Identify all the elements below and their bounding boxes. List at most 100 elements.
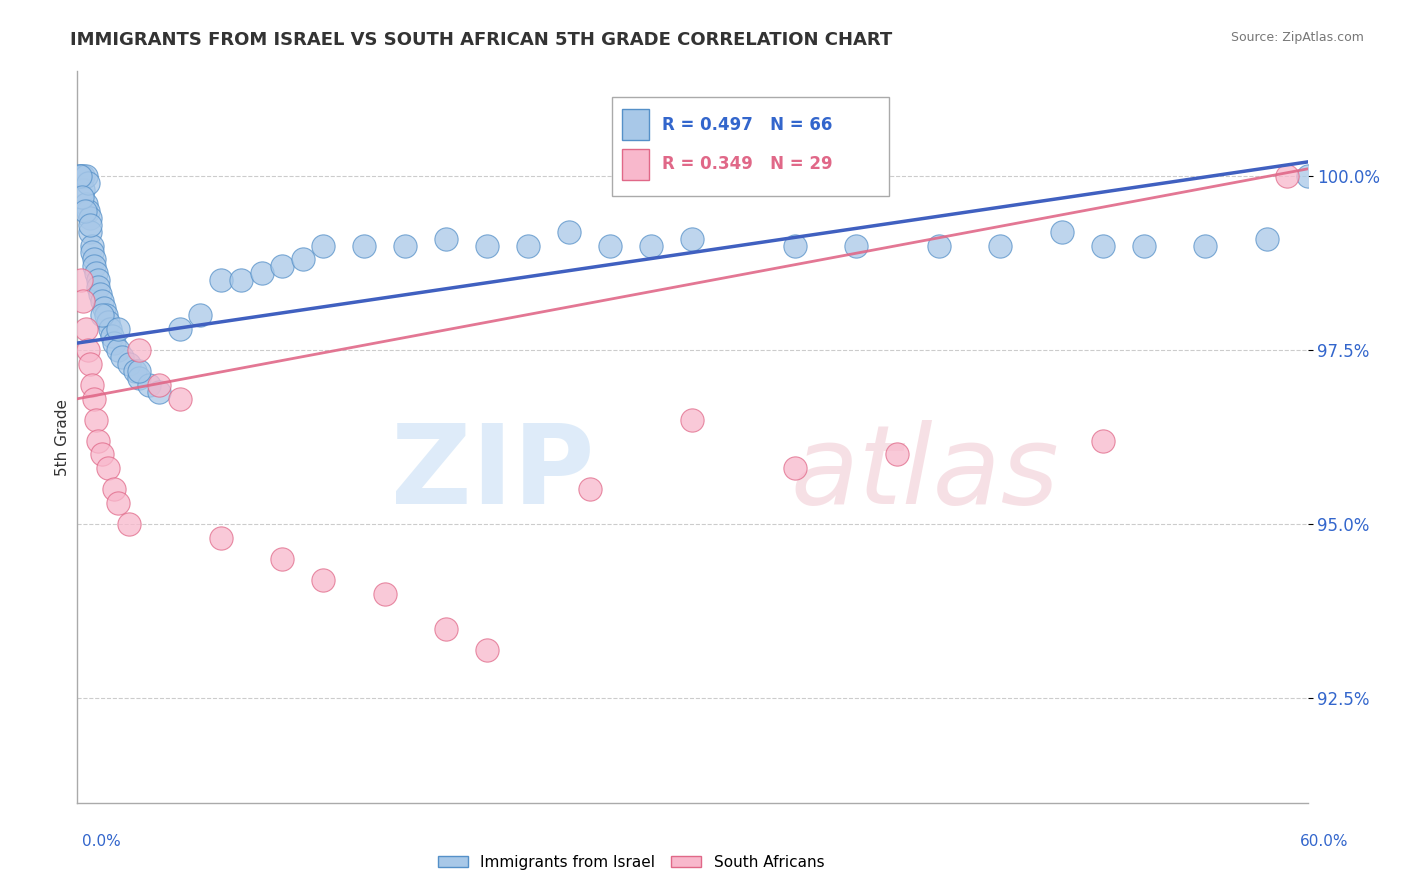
Y-axis label: 5th Grade: 5th Grade [55,399,70,475]
Point [117,357,139,371]
Point [79,357,101,371]
Point [188,308,212,322]
Point [845,238,868,252]
Point [98,322,121,336]
Point [103,336,125,351]
Point [271,260,294,274]
Point [128,364,150,378]
Point [97,315,120,329]
Point [988,238,1011,252]
Point [640,238,662,252]
Point [682,412,704,426]
Text: ZIP: ZIP [391,420,595,527]
Point [291,252,314,267]
Point [76,176,98,190]
Text: 0.0%: 0.0% [82,834,121,848]
Point [72,183,94,197]
Text: R = 0.497   N = 66: R = 0.497 N = 66 [662,116,832,134]
Point [886,448,908,462]
Point [558,225,581,239]
Point [72,190,94,204]
Point [83,392,105,406]
Point [579,483,602,497]
FancyBboxPatch shape [613,97,890,195]
Point [89,287,111,301]
Point [250,266,273,280]
Point [87,280,110,294]
Point [1256,231,1278,245]
Point [94,308,117,322]
Point [80,377,103,392]
Point [103,483,125,497]
Point [80,238,103,252]
Legend: Immigrants from Israel, South Africans: Immigrants from Israel, South Africans [432,848,831,876]
Point [1091,434,1114,448]
Point [1275,169,1298,183]
Point [517,238,540,252]
Point [209,273,232,287]
Point [90,448,114,462]
Point [84,412,107,426]
Point [70,169,93,183]
Point [75,322,97,336]
Point [87,273,110,287]
Point [312,238,335,252]
Text: IMMIGRANTS FROM ISRAEL VS SOUTH AFRICAN 5TH GRADE CORRELATION CHART: IMMIGRANTS FROM ISRAEL VS SOUTH AFRICAN … [70,31,893,49]
Point [107,343,129,357]
Point [128,371,150,385]
Point [107,496,129,510]
Point [107,322,129,336]
Point [117,517,139,532]
Text: Source: ZipAtlas.com: Source: ZipAtlas.com [1230,31,1364,45]
Point [111,350,134,364]
Point [928,238,950,252]
Point [1091,238,1114,252]
Point [209,531,232,545]
Bar [623,149,650,179]
Point [169,322,191,336]
Point [231,273,253,287]
Point [436,622,458,636]
Point [128,343,150,357]
Point [76,203,98,218]
Point [599,238,621,252]
Point [67,169,90,183]
Point [394,238,416,252]
Point [72,294,94,309]
Point [79,225,101,239]
Point [1194,238,1216,252]
Point [783,461,806,475]
Point [80,245,103,260]
Point [79,211,101,225]
Point [70,273,93,287]
Point [76,343,98,357]
Point [69,169,91,183]
Point [124,364,146,378]
Point [1050,225,1073,239]
Point [101,329,124,343]
Point [353,238,375,252]
Point [169,392,191,406]
Point [90,294,114,309]
Point [90,308,114,322]
Point [93,301,115,316]
Text: atlas: atlas [792,420,1060,527]
Text: R = 0.349   N = 29: R = 0.349 N = 29 [662,155,832,173]
Bar [623,110,650,140]
Point [477,642,499,657]
Point [138,377,160,392]
Point [477,238,499,252]
Point [783,238,806,252]
Text: 60.0%: 60.0% [1301,834,1348,848]
Point [271,552,294,566]
Point [79,218,101,232]
Point [75,196,97,211]
Point [148,377,170,392]
Point [97,461,120,475]
Point [84,266,107,280]
Point [1132,238,1154,252]
Point [87,434,110,448]
Point [83,260,105,274]
Point [1296,169,1319,183]
Point [436,231,458,245]
